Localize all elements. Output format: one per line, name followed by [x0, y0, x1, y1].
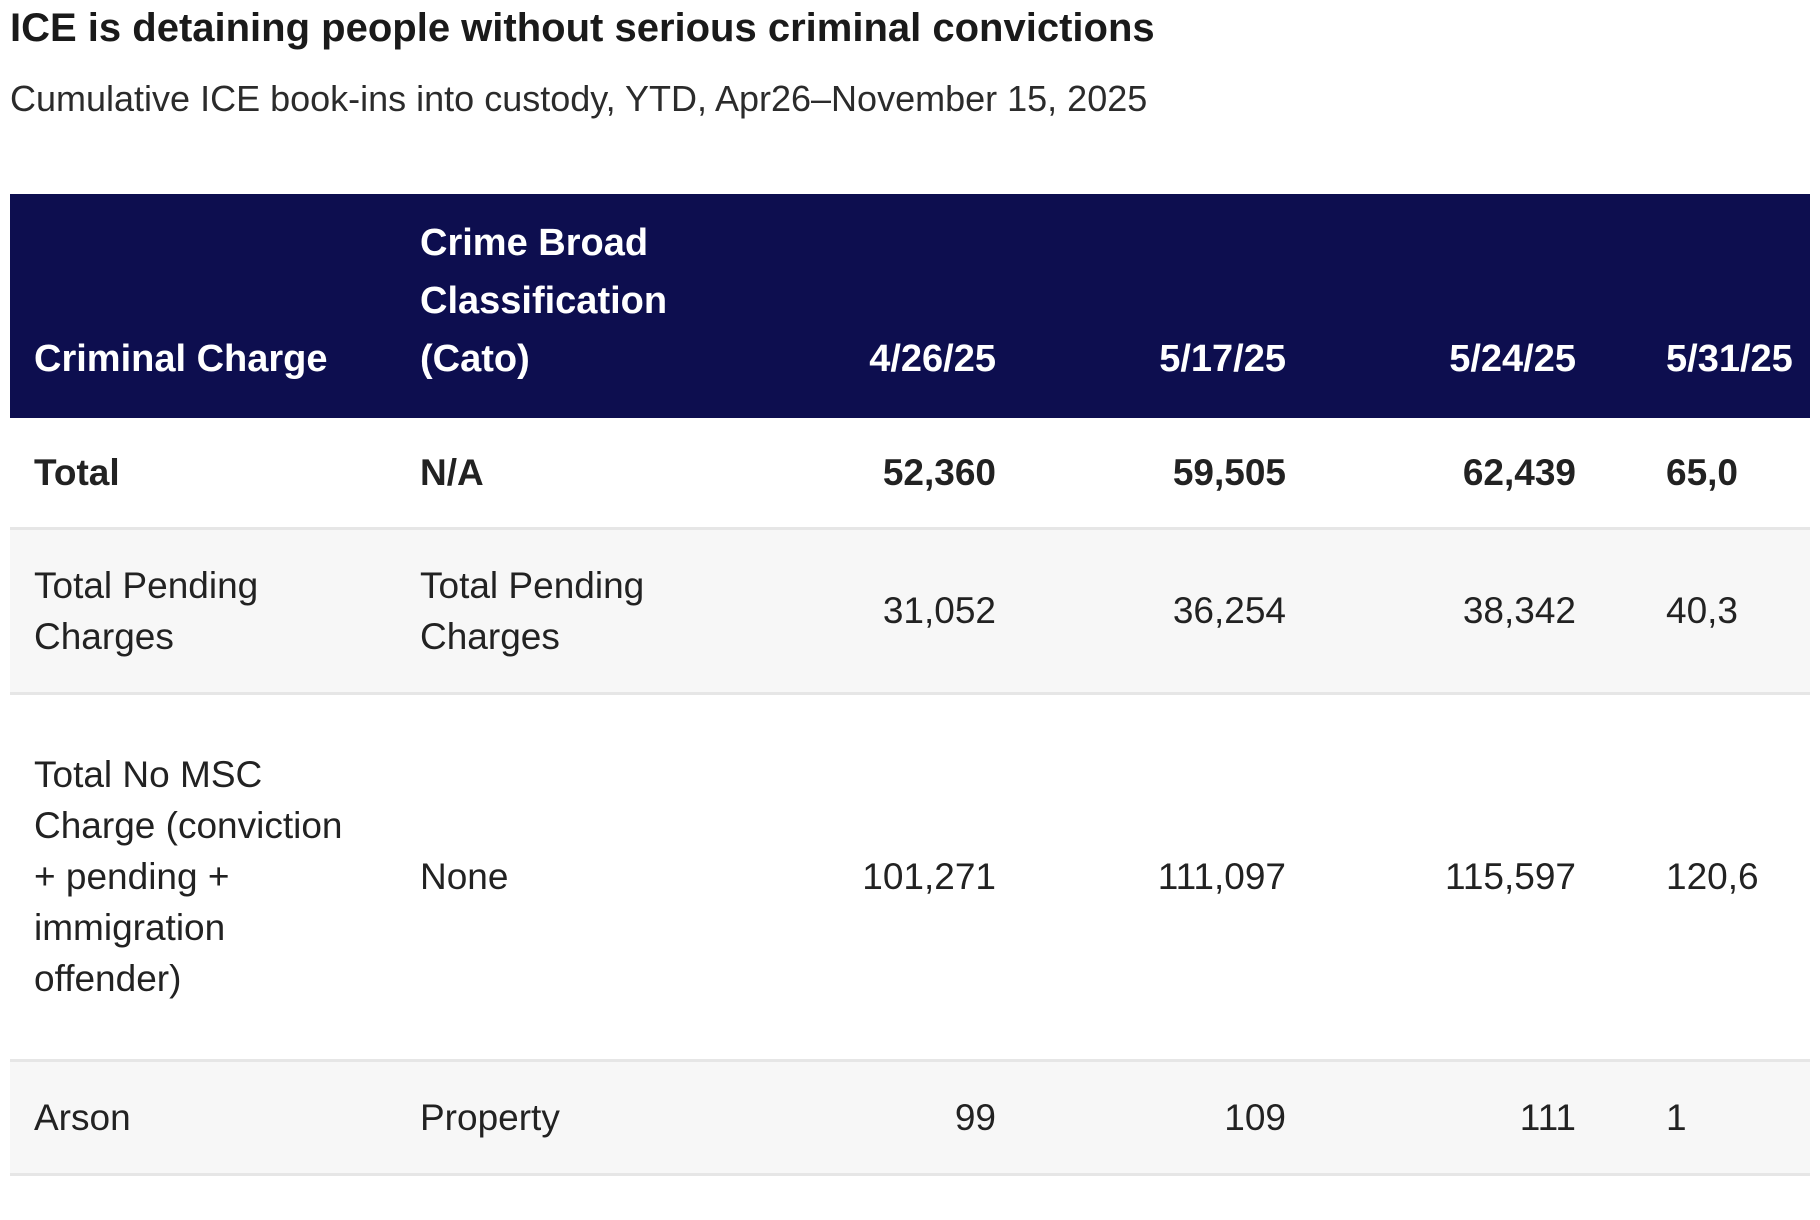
data-table: Criminal Charge Crime Broad Classificati…	[10, 194, 1810, 1176]
table-row-arson: Arson Property 99 109 111 1	[10, 1060, 1810, 1176]
cell-value: 52,360	[706, 416, 996, 530]
column-header-date: 4/26/25	[706, 194, 996, 418]
data-table-container[interactable]: Criminal Charge Crime Broad Classificati…	[10, 194, 1810, 1176]
cell-classification: N/A	[396, 416, 706, 530]
chart-subtitle: Cumulative ICE book-ins into custody, YT…	[10, 78, 1148, 119]
cell-value: 99	[706, 1060, 996, 1176]
cell-charge: Total No MSC Charge (conviction + pendin…	[10, 693, 396, 1062]
cell-classification: Property	[396, 1060, 706, 1176]
cell-value: 111,097	[996, 693, 1286, 1062]
cell-value: 101,271	[706, 693, 996, 1062]
column-header-date: 5/17/25	[996, 194, 1286, 418]
chart-title: ICE is detaining people without serious …	[10, 6, 1155, 50]
cell-value: 1	[1576, 1060, 1810, 1176]
table-row-total: Total N/A 52,360 59,505 62,439 65,0	[10, 416, 1810, 530]
cell-value: 115,597	[1286, 693, 1576, 1062]
cell-charge: Total	[10, 416, 396, 530]
column-header-date: 5/24/25	[1286, 194, 1576, 418]
column-header-criminal-charge: Criminal Charge	[10, 194, 396, 418]
cell-value: 120,6	[1576, 693, 1810, 1062]
table-header-row: Criminal Charge Crime Broad Classificati…	[10, 194, 1810, 418]
cell-charge: Arson	[10, 1060, 396, 1176]
cell-classification: None	[396, 693, 706, 1062]
table-row-no-msc-charge: Total No MSC Charge (conviction + pendin…	[10, 693, 1810, 1062]
cell-value: 62,439	[1286, 416, 1576, 530]
cell-charge: Total Pending Charges	[10, 528, 396, 695]
table-row-pending-charges: Total Pending Charges Total Pending Char…	[10, 528, 1810, 695]
cell-value: 65,0	[1576, 416, 1810, 530]
column-header-classification: Crime Broad Classification (Cato)	[396, 194, 706, 418]
cell-value: 36,254	[996, 528, 1286, 695]
cell-value: 31,052	[706, 528, 996, 695]
cell-value: 59,505	[996, 416, 1286, 530]
cell-value: 109	[996, 1060, 1286, 1176]
cell-value: 38,342	[1286, 528, 1576, 695]
cell-value: 111	[1286, 1060, 1576, 1176]
column-header-date: 5/31/25	[1576, 194, 1810, 418]
cell-classification: Total Pending Charges	[396, 528, 706, 695]
cell-value: 40,3	[1576, 528, 1810, 695]
